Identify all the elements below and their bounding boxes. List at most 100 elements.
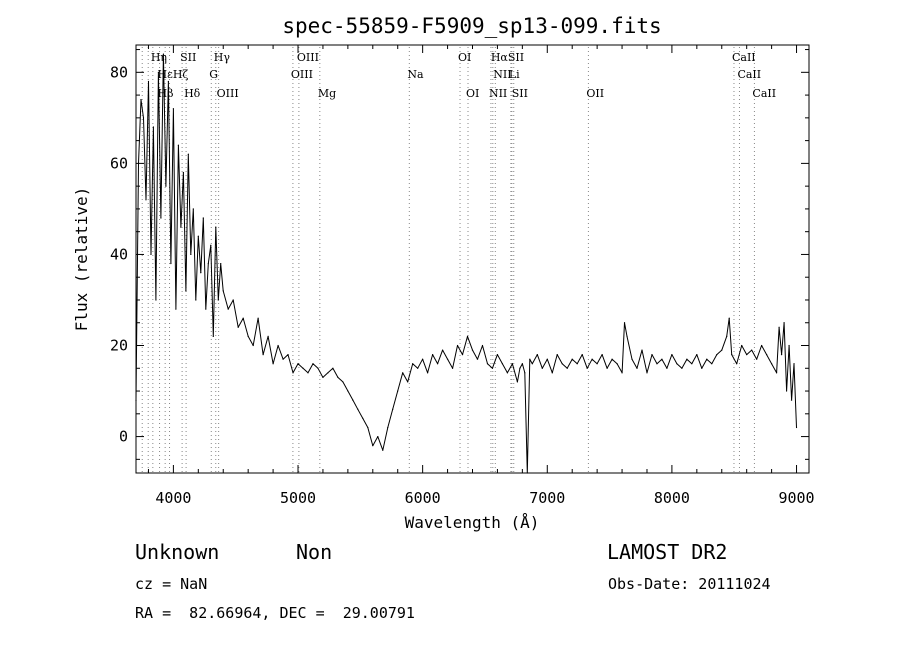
spectrum-point (167, 80, 170, 83)
spectrum-point (190, 253, 192, 256)
subclass-label: Non (296, 540, 333, 564)
spectrum-point (192, 208, 194, 210)
spectrum-point (775, 372, 778, 374)
spectrum-point (526, 472, 528, 474)
spectrum-point (491, 367, 494, 369)
spectrum-point (671, 354, 673, 356)
spectrum-point (372, 445, 374, 447)
spectrum-point (262, 354, 264, 356)
spectrum-point (135, 399, 137, 401)
line-marker-label: HεHζ (158, 68, 189, 81)
spectrum-point (551, 372, 553, 374)
obs-date-readout: Obs-Date: 20111024 (608, 575, 771, 593)
spectrum-point (422, 358, 424, 360)
spectrum-point (623, 322, 626, 324)
spectrum-point (432, 354, 434, 356)
spectrum-point (591, 358, 593, 360)
spectrum-point (197, 235, 199, 237)
spectrum-point (282, 358, 284, 360)
spectrum-point (212, 335, 214, 338)
x-axis-label: Wavelength (Å) (405, 513, 540, 532)
spectrum-point (546, 358, 548, 360)
line-marker-label: Na (407, 68, 424, 81)
spectrum-point (581, 354, 583, 356)
line-marker-label: OIII (297, 51, 319, 64)
x-tick-label: 9000 (778, 489, 814, 507)
spectrum-point (521, 363, 523, 365)
spectrum-point (771, 363, 773, 365)
spectrum-point (651, 354, 653, 356)
spectrum-point (252, 344, 254, 347)
spectrum-point (751, 349, 753, 351)
y-axis-label: Flux (relative) (72, 187, 91, 332)
spectrum-point (476, 358, 479, 360)
spectrum-point (210, 244, 212, 246)
spectrum-point (441, 349, 444, 351)
spectrum-point (691, 363, 693, 365)
spectrum-point (706, 358, 708, 360)
spectrum-point (561, 363, 563, 365)
spectrum-point (519, 367, 521, 369)
line-marker-label: Hγ (214, 51, 231, 64)
spectrum-series-line (135, 53, 797, 474)
spectrum-point (312, 363, 314, 365)
line-marker-label: CaII (732, 51, 756, 64)
spectrum-point (778, 326, 780, 328)
spectrum-point (486, 363, 489, 365)
spectrum-point (785, 390, 788, 392)
spectrum-point (247, 335, 249, 338)
spectrum-point (646, 372, 648, 374)
line-marker-label: OI (458, 51, 471, 64)
spectrum-point (242, 317, 244, 319)
spectrum-point (392, 408, 394, 410)
line-marker-label: Hη (151, 51, 167, 64)
spectrum-point (529, 358, 531, 360)
spectrum-point (220, 262, 222, 265)
spectrum-point (576, 363, 578, 365)
spectrum-point (795, 426, 798, 429)
spectrum-point (456, 344, 459, 347)
spectrum-point (783, 322, 785, 324)
spectrum-point (571, 358, 573, 360)
spectrum-point (461, 354, 464, 356)
spectrum-point (180, 226, 182, 228)
spectrum-point (656, 363, 658, 365)
spectrum-point (726, 335, 728, 338)
spectrum-point (506, 372, 508, 374)
y-tick-label: 20 (110, 337, 128, 355)
line-marker-guides (141, 47, 755, 472)
spectrum-point (352, 399, 354, 401)
spectrum-point (427, 372, 429, 374)
class-label: Unknown (135, 540, 220, 564)
line-marker-label: NII (493, 68, 511, 81)
spectrum-point (596, 363, 598, 365)
spectrum-point (793, 363, 795, 365)
spectrum-point (437, 363, 439, 365)
spectrum-point (277, 344, 279, 347)
spectrum-point (205, 308, 207, 310)
spectrum-point (207, 262, 209, 265)
spectrum-point (524, 372, 526, 374)
spectrum-point (217, 299, 219, 301)
line-marker-label: OIII (217, 87, 239, 100)
spectrum-point (728, 317, 730, 319)
spectrum-point (412, 363, 414, 365)
spectrum-point (177, 144, 179, 146)
spectrum-point (686, 358, 688, 360)
spectrum-point (676, 363, 678, 365)
spectrum-point (661, 358, 663, 360)
spectrum-point (332, 367, 334, 369)
spectrum-point (327, 372, 329, 374)
spectrum-point (566, 367, 568, 369)
spectrum-point (382, 449, 384, 451)
spectrum-point (142, 117, 145, 119)
spectrum-series (135, 53, 798, 474)
spectrum-point (172, 108, 174, 110)
spectrum-point (155, 299, 157, 301)
line-marker-label: CaII (752, 87, 776, 100)
spectrum-point (741, 344, 743, 347)
spectrum-point (417, 367, 419, 369)
x-axis-ticks: 4000 5000 6000 7000 8000 9000 (147, 45, 815, 507)
spectrum-point (347, 390, 349, 392)
